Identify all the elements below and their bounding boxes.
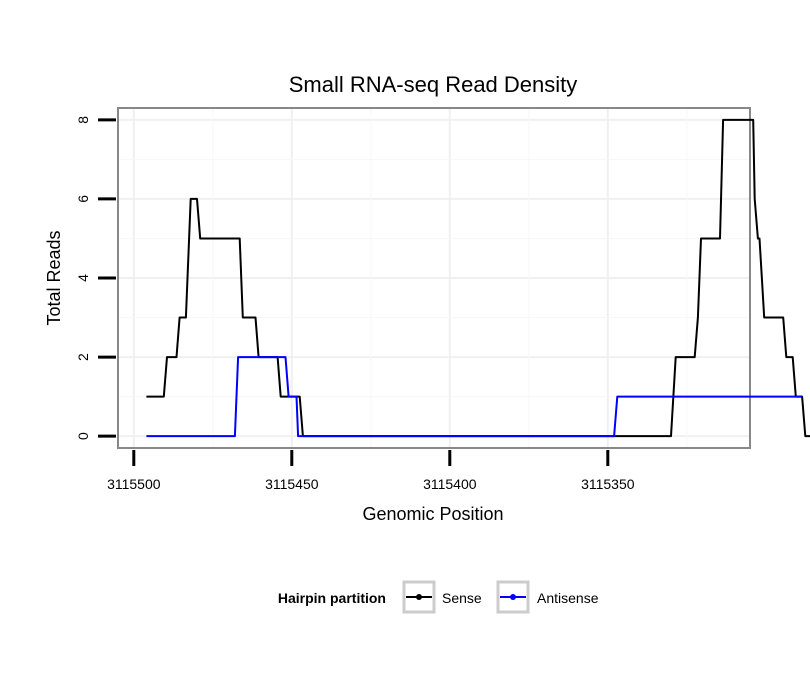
legend-key-antisense-dot [510,594,516,600]
legend-label-antisense: Antisense [537,590,599,606]
series-line-antisense [146,356,803,438]
series-layer [146,118,810,438]
y-tick-label-2: 4 [75,274,91,282]
y-tick-label-4: 8 [75,116,91,124]
x-tick-label-1: 3115450 [265,476,319,492]
y-axis-label: Total Reads [44,230,64,325]
y-axis: 0 2 4 6 8 [75,116,116,440]
x-axis: 3115500 3115450 3115400 3115350 [107,450,635,492]
x-axis-label: Genomic Position [362,504,503,524]
legend-title: Hairpin partition [278,590,386,606]
series-line-sense [146,118,810,438]
legend-label-sense: Sense [442,590,482,606]
y-tick-label-1: 2 [75,353,91,361]
y-tick-label-3: 6 [75,195,91,203]
x-tick-label-2: 3115400 [423,476,477,492]
y-tick-label-0: 0 [75,432,91,440]
x-tick-label-0: 3115500 [107,476,161,492]
legend: Hairpin partition Sense Antisense [278,580,599,614]
chart-title: Small RNA-seq Read Density [289,72,578,97]
x-tick-label-3: 3115350 [581,476,635,492]
grid-lines [119,109,749,447]
legend-key-sense-dot [416,594,422,600]
